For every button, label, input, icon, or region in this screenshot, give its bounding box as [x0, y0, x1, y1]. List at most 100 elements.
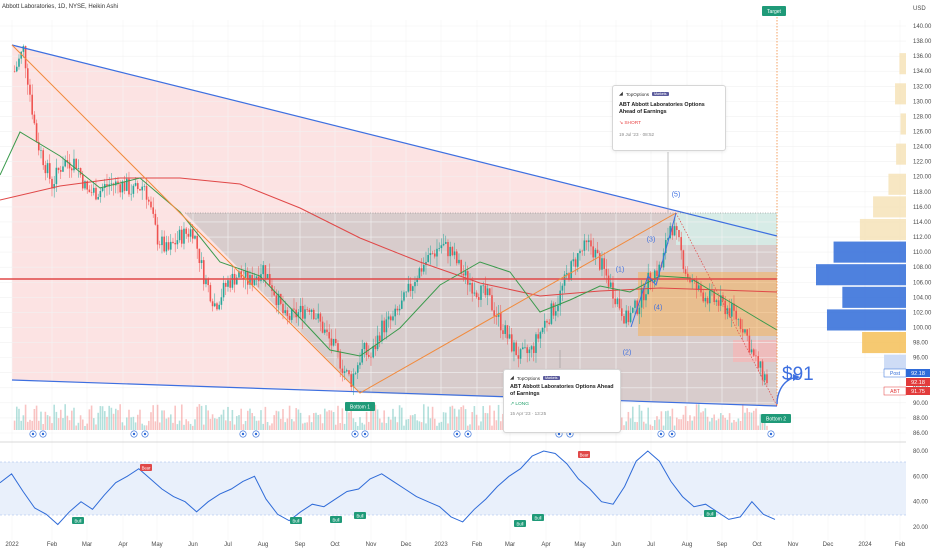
volume-bar	[167, 417, 170, 430]
candle-body	[396, 308, 399, 311]
candle-body	[642, 288, 645, 301]
volume-bar	[491, 425, 493, 430]
candle-body	[471, 282, 473, 294]
candle-body	[255, 276, 258, 280]
candle-body	[42, 150, 44, 166]
candle-body	[29, 84, 31, 95]
card-headline[interactable]: ABT Abbott Laboratories Options Ahead of…	[619, 102, 705, 116]
candle-body	[114, 181, 117, 186]
volume-bar	[55, 411, 58, 430]
candle-body	[539, 332, 542, 339]
candle-body	[526, 347, 528, 354]
volume-bar	[249, 408, 251, 430]
candle-body	[682, 250, 685, 270]
candle-body	[541, 327, 544, 333]
volume-bar	[304, 422, 306, 430]
candle-body	[123, 181, 126, 191]
volume-bar	[711, 417, 713, 430]
bottom-1-flag[interactable]: Bottom 1	[345, 402, 375, 411]
news-card-short[interactable]: ◢ TopOptions Markets ABT Abbott Laborato…	[612, 85, 726, 151]
candle-body	[427, 255, 429, 263]
candle-body	[658, 264, 660, 277]
volume-bar	[88, 409, 91, 430]
card-headline[interactable]: ABT Abbott Laboratories Options Ahead of…	[510, 384, 614, 398]
volume-bar	[649, 424, 652, 430]
candle-body	[741, 329, 744, 333]
volume-bar	[277, 411, 280, 430]
volume-profile-bar	[826, 309, 906, 331]
candle-body	[656, 270, 658, 277]
volume-bar	[341, 408, 344, 430]
volume-bar	[405, 419, 407, 430]
volume-bar	[728, 413, 731, 430]
volume-bar	[656, 416, 658, 430]
volume-bar	[317, 414, 319, 430]
y-tick-label: 126.00	[913, 130, 932, 136]
volume-bar	[44, 411, 47, 430]
news-card-long[interactable]: ◢ TopOptions Markets ABT Abbott Laborato…	[503, 369, 621, 433]
volume-bar	[493, 410, 495, 430]
x-tick-label: Feb	[47, 542, 58, 548]
candle-body	[158, 244, 161, 246]
x-tick-label: 2023	[434, 542, 448, 548]
volume-bar	[255, 420, 258, 430]
lines-layer	[0, 14, 778, 407]
volume-bar	[37, 420, 40, 430]
event-dot-icon	[466, 432, 470, 436]
candle-body	[414, 282, 416, 287]
price-labels: Post 92.18 92.18 ABT 91.75	[883, 368, 930, 396]
candle-body	[216, 303, 218, 310]
candle-body	[576, 253, 579, 267]
volume-bar	[350, 406, 352, 430]
candle-body	[436, 248, 438, 257]
candle-body	[235, 277, 238, 285]
bottom-2-label: Bottom 2	[766, 417, 786, 423]
candle-body	[671, 226, 674, 236]
bottom-2-flag[interactable]: Bottom 2	[761, 414, 791, 423]
x-tick-label: Oct	[330, 542, 340, 548]
candle-body	[598, 253, 601, 270]
volume-bar	[235, 416, 238, 430]
volume-bar	[752, 410, 755, 430]
volume-bar	[310, 422, 313, 430]
volume-bar	[293, 421, 295, 430]
volume-bar	[440, 421, 443, 430]
candle-body	[691, 279, 693, 283]
signal-tag-box	[514, 520, 526, 527]
event-dot-icon	[568, 432, 572, 436]
event-dot-icon	[143, 432, 147, 436]
candle-body	[708, 290, 711, 304]
volume-bar	[306, 422, 308, 430]
candle-body	[425, 262, 427, 265]
candle-body	[565, 273, 568, 275]
volume-bar	[48, 416, 51, 430]
candle-body	[508, 334, 511, 339]
event-dot-icon	[353, 432, 357, 436]
candle-body	[686, 273, 689, 278]
topoptions-logo-icon: ◢	[619, 91, 623, 97]
candle-body	[761, 361, 764, 381]
candle-body	[631, 307, 634, 313]
volume-bar	[77, 422, 80, 430]
volume-bar	[112, 413, 115, 430]
candle-body	[462, 273, 465, 276]
candle-body	[246, 271, 249, 285]
volume-bar	[132, 416, 135, 430]
volume-bar	[123, 425, 126, 430]
target-flag[interactable]: Target	[762, 6, 786, 16]
y-tick-label: 88.00	[913, 416, 929, 422]
volume-bar	[81, 419, 84, 430]
wave-labels-layer: (1) (2) (3) (4) (5)	[616, 191, 681, 356]
volume-bar	[438, 422, 440, 430]
y-tick-label: 132.00	[913, 84, 932, 90]
volume-bar	[205, 405, 207, 430]
y-tick-label: 136.00	[913, 54, 932, 60]
event-dot-icon	[254, 432, 258, 436]
volume-bar	[713, 414, 715, 430]
volume-bar	[453, 408, 456, 430]
volume-bar	[301, 423, 304, 430]
volume-bar	[92, 418, 95, 430]
candle-body	[147, 199, 150, 202]
y-tick-label: 134.00	[913, 69, 932, 75]
x-tick-label: Jul	[647, 542, 655, 548]
